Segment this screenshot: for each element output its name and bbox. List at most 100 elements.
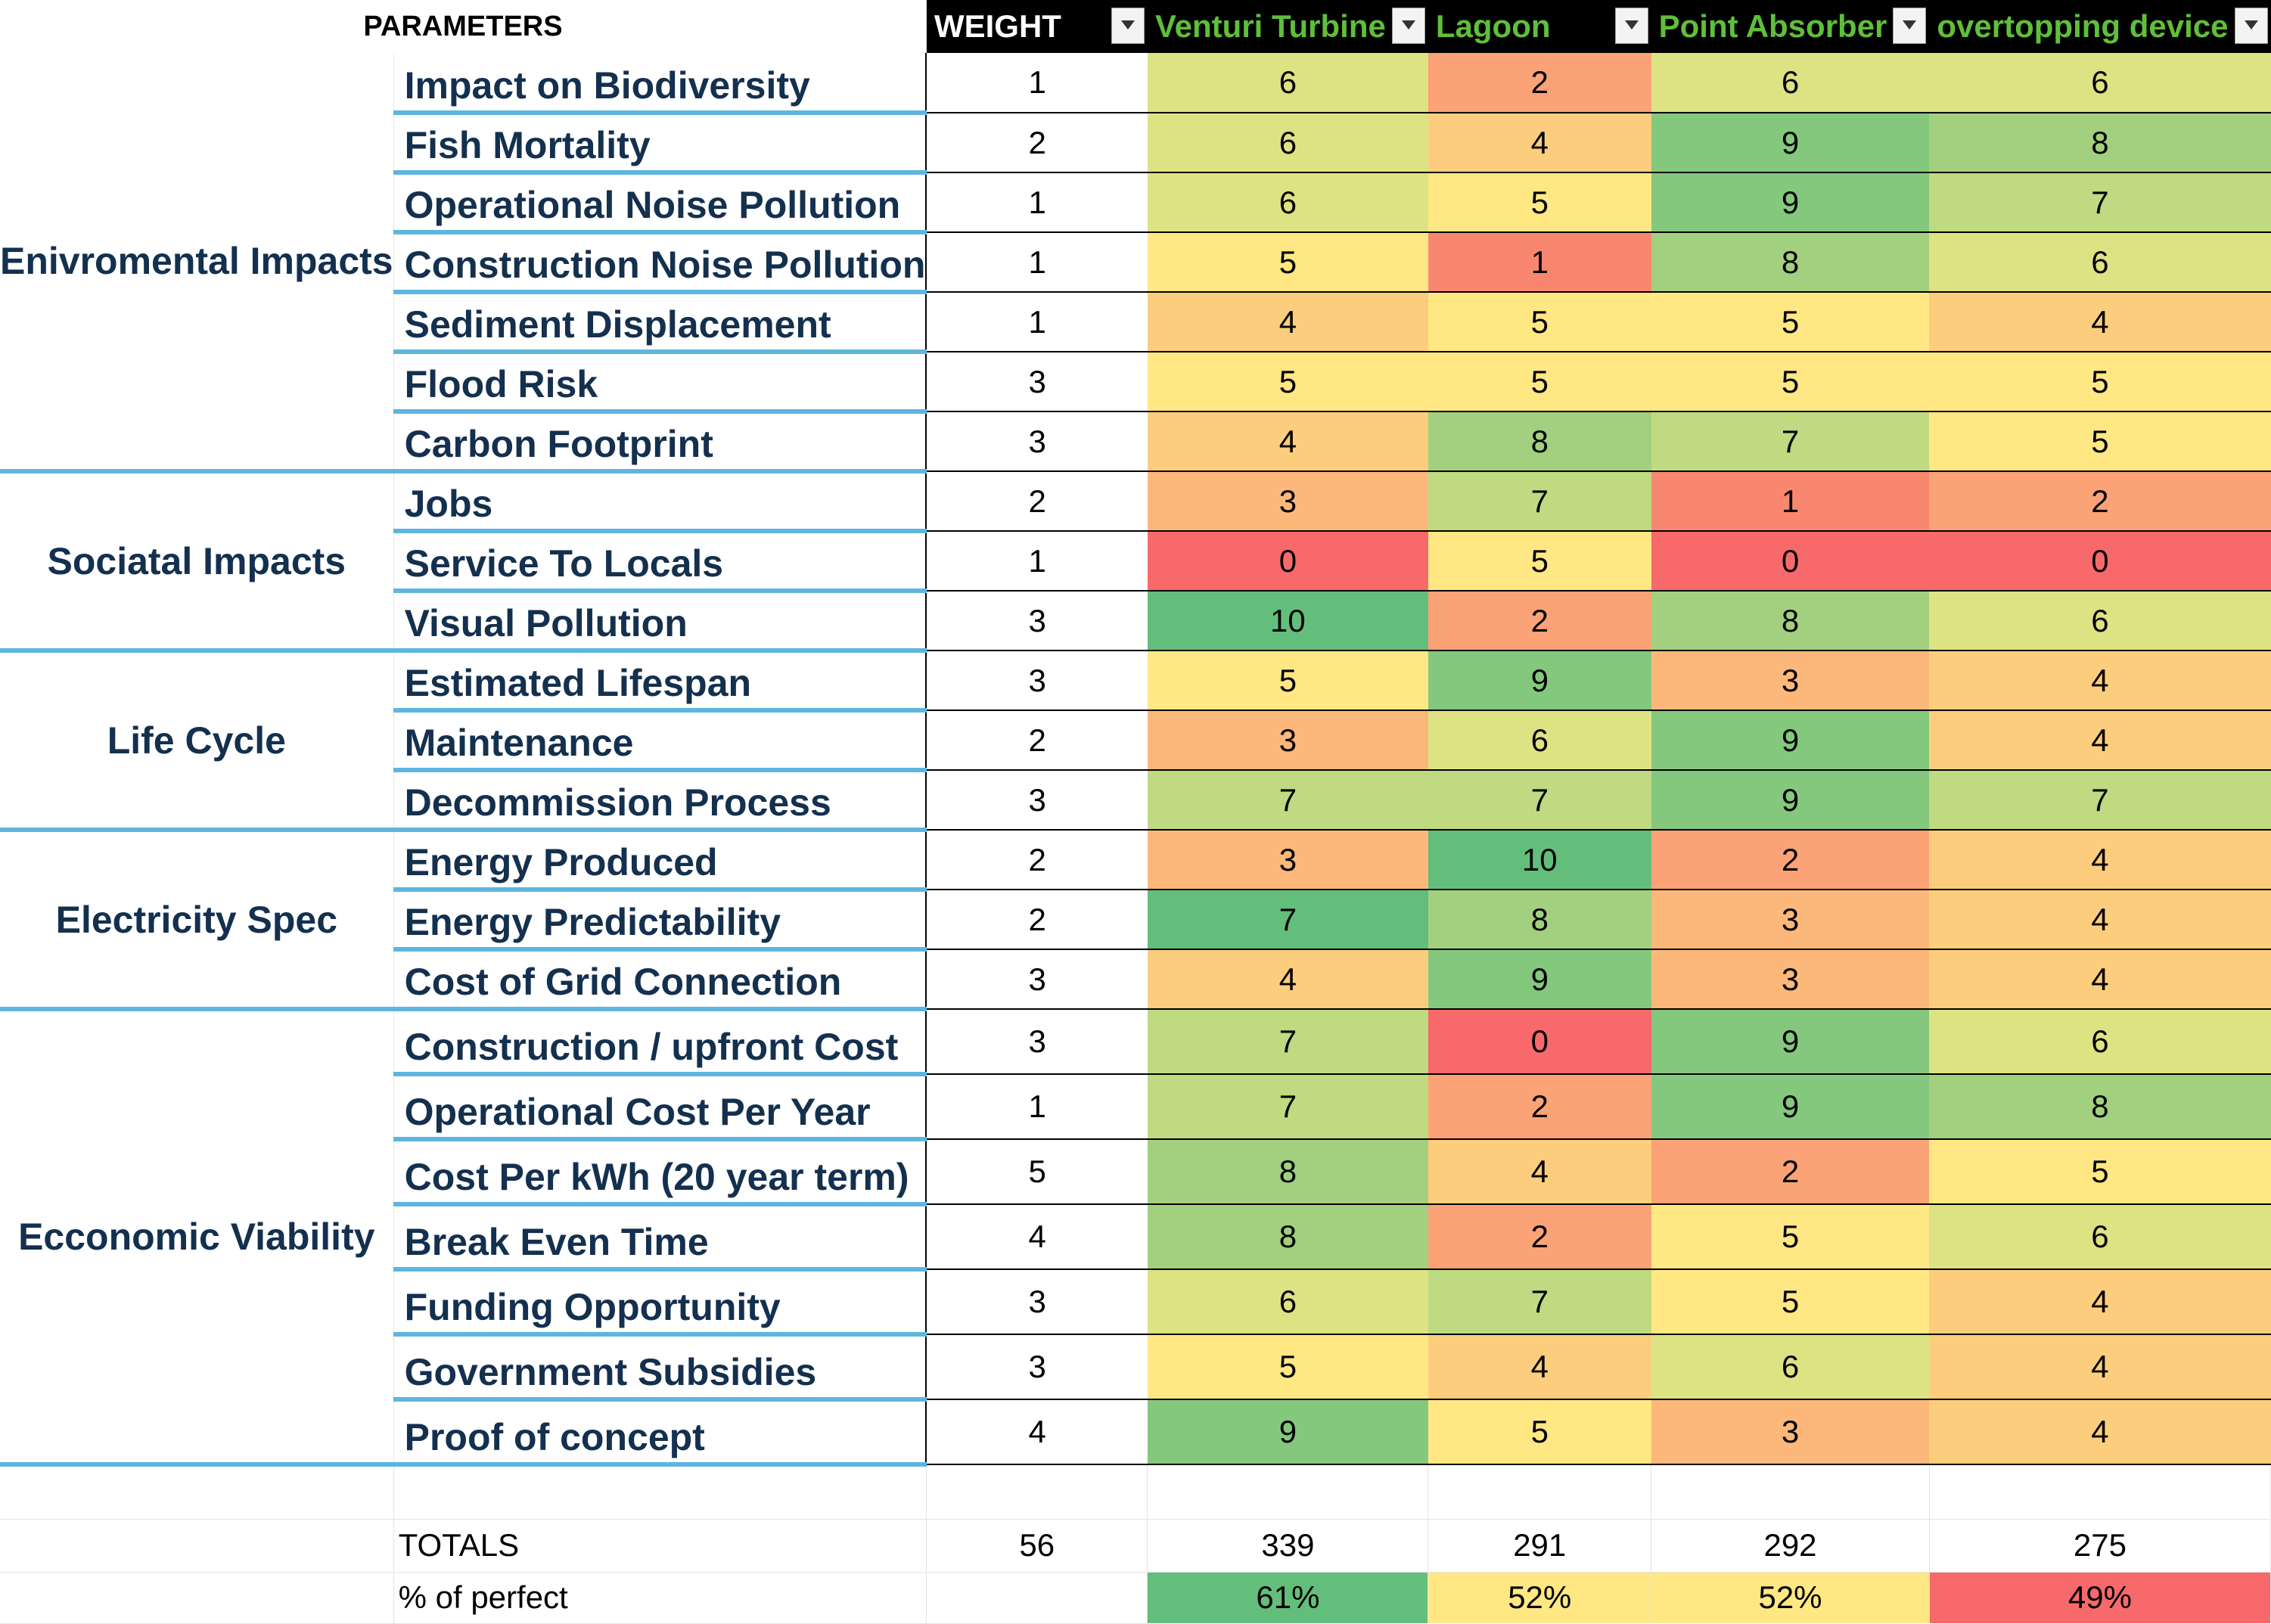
total-weight-cell[interactable]: 56 [926,1519,1148,1573]
parameter-cell[interactable]: Estimated Lifespan [393,651,927,713]
weight-cell[interactable]: 3 [926,770,1148,831]
weight-cell[interactable]: 1 [926,292,1148,352]
weight-cell[interactable]: 3 [926,591,1148,651]
score-cell[interactable]: 3 [1651,1399,1930,1465]
score-cell[interactable]: 3 [1147,471,1428,532]
weight-cell[interactable]: 4 [926,1204,1148,1270]
score-cell[interactable]: 5 [1147,1334,1428,1400]
empty-cell[interactable] [1428,1464,1652,1520]
empty-cell[interactable] [1147,1464,1429,1520]
empty-cell[interactable] [0,1519,394,1573]
parameter-cell[interactable]: Proof of concept [393,1399,927,1467]
filter-dropdown-icon[interactable] [1111,8,1145,44]
score-cell[interactable]: 5 [1428,1399,1651,1465]
parameter-cell[interactable]: Construction / upfront Cost [393,1009,927,1076]
score-cell[interactable]: 6 [1929,232,2271,293]
empty-cell[interactable] [1651,1464,1930,1520]
filter-dropdown-icon[interactable] [1391,8,1425,44]
score-cell[interactable]: 8 [1929,113,2271,173]
weight-cell[interactable]: 3 [926,1009,1148,1075]
weight-cell[interactable]: 2 [926,471,1148,532]
score-cell[interactable]: 4 [1929,890,2271,950]
weight-cell[interactable]: 1 [926,531,1148,592]
score-cell[interactable]: 2 [1651,1139,1930,1205]
score-cell[interactable]: 5 [1147,232,1428,293]
score-cell[interactable]: 7 [1147,1074,1428,1140]
score-cell[interactable]: 4 [1929,292,2271,352]
score-cell[interactable]: 9 [1651,710,1930,771]
score-cell[interactable]: 10 [1147,591,1428,651]
weight-cell[interactable]: 2 [926,890,1148,950]
score-cell[interactable]: 5 [1428,172,1651,233]
parameter-cell[interactable]: Sediment Displacement [393,292,927,354]
parameter-cell[interactable]: Fish Mortality [393,113,927,175]
score-cell[interactable]: 9 [1428,949,1651,1010]
score-cell[interactable]: 1 [1428,232,1651,293]
percent-cell[interactable]: 52% [1651,1572,1930,1623]
score-cell[interactable]: 6 [1651,1334,1930,1400]
total-score-cell[interactable]: 275 [1929,1519,2271,1573]
option-header-venturi[interactable]: Venturi Turbine [1147,0,1428,53]
score-cell[interactable]: 6 [1929,1009,2271,1075]
parameter-cell[interactable]: Carbon Footprint [393,411,927,474]
score-cell[interactable]: 4 [1929,710,2271,771]
empty-cell[interactable] [0,1462,394,1520]
weight-cell[interactable]: 3 [926,1269,1148,1335]
weight-cell[interactable]: 3 [926,651,1148,711]
score-cell[interactable]: 7 [1651,411,1930,472]
score-cell[interactable]: 7 [1929,770,2271,831]
score-cell[interactable]: 5 [1651,1204,1930,1270]
score-cell[interactable]: 3 [1147,710,1428,771]
score-cell[interactable]: 5 [1929,411,2271,472]
score-cell[interactable]: 7 [1147,1009,1428,1075]
score-cell[interactable]: 2 [1428,1204,1651,1270]
score-cell[interactable]: 9 [1147,1399,1428,1465]
score-cell[interactable]: 6 [1651,53,1930,113]
score-cell[interactable]: 6 [1929,53,2271,113]
parameter-cell[interactable]: Break Even Time [393,1204,927,1272]
score-cell[interactable]: 6 [1147,113,1428,173]
score-cell[interactable]: 7 [1929,172,2271,233]
parameter-cell[interactable]: Service To Locals [393,531,927,593]
score-cell[interactable]: 7 [1147,890,1428,950]
total-score-cell[interactable]: 339 [1147,1519,1429,1573]
score-cell[interactable]: 9 [1651,1009,1930,1075]
parameter-cell[interactable]: Maintenance [393,710,927,772]
parameter-cell[interactable]: Flood Risk [393,352,927,414]
score-cell[interactable]: 4 [1929,949,2271,1010]
parameter-cell[interactable]: Impact on Biodiversity [393,53,927,115]
score-cell[interactable]: 1 [1651,471,1930,532]
score-cell[interactable]: 4 [1428,1139,1651,1205]
weight-cell[interactable]: 3 [926,352,1148,412]
parameter-cell[interactable]: Jobs [393,471,927,533]
score-cell[interactable]: 5 [1651,292,1930,352]
total-score-cell[interactable]: 292 [1651,1519,1930,1573]
score-cell[interactable]: 8 [1147,1139,1428,1205]
score-cell[interactable]: 2 [1651,830,1930,890]
weight-cell[interactable]: 2 [926,710,1148,771]
score-cell[interactable]: 5 [1651,1269,1930,1335]
weight-cell[interactable]: 3 [926,1334,1148,1400]
score-cell[interactable]: 8 [1929,1074,2271,1140]
score-cell[interactable]: 9 [1651,113,1930,173]
parameter-cell[interactable]: Energy Predictability [393,890,927,952]
score-cell[interactable]: 8 [1651,591,1930,651]
option-header-lagoon[interactable]: Lagoon [1428,0,1651,53]
category-label[interactable]: Enivromental Impacts [0,53,394,474]
weight-cell[interactable]: 1 [926,172,1148,233]
percent-cell[interactable]: 61% [1147,1572,1429,1623]
filter-dropdown-icon[interactable] [1614,8,1648,44]
weight-cell[interactable]: 1 [926,53,1148,113]
empty-cell[interactable] [1929,1464,2271,1520]
score-cell[interactable]: 6 [1147,172,1428,233]
score-cell[interactable]: 2 [1929,471,2271,532]
weight-cell[interactable]: 5 [926,1139,1148,1205]
parameter-cell[interactable]: Cost Per kWh (20 year term) [393,1139,927,1206]
empty-cell[interactable] [926,1464,1148,1520]
score-cell[interactable]: 7 [1428,471,1651,532]
score-cell[interactable]: 4 [1929,1334,2271,1400]
score-cell[interactable]: 6 [1147,53,1428,113]
score-cell[interactable]: 4 [1929,1399,2271,1465]
category-label[interactable]: Electricity Spec [0,830,394,1011]
score-cell[interactable]: 9 [1651,1074,1930,1140]
